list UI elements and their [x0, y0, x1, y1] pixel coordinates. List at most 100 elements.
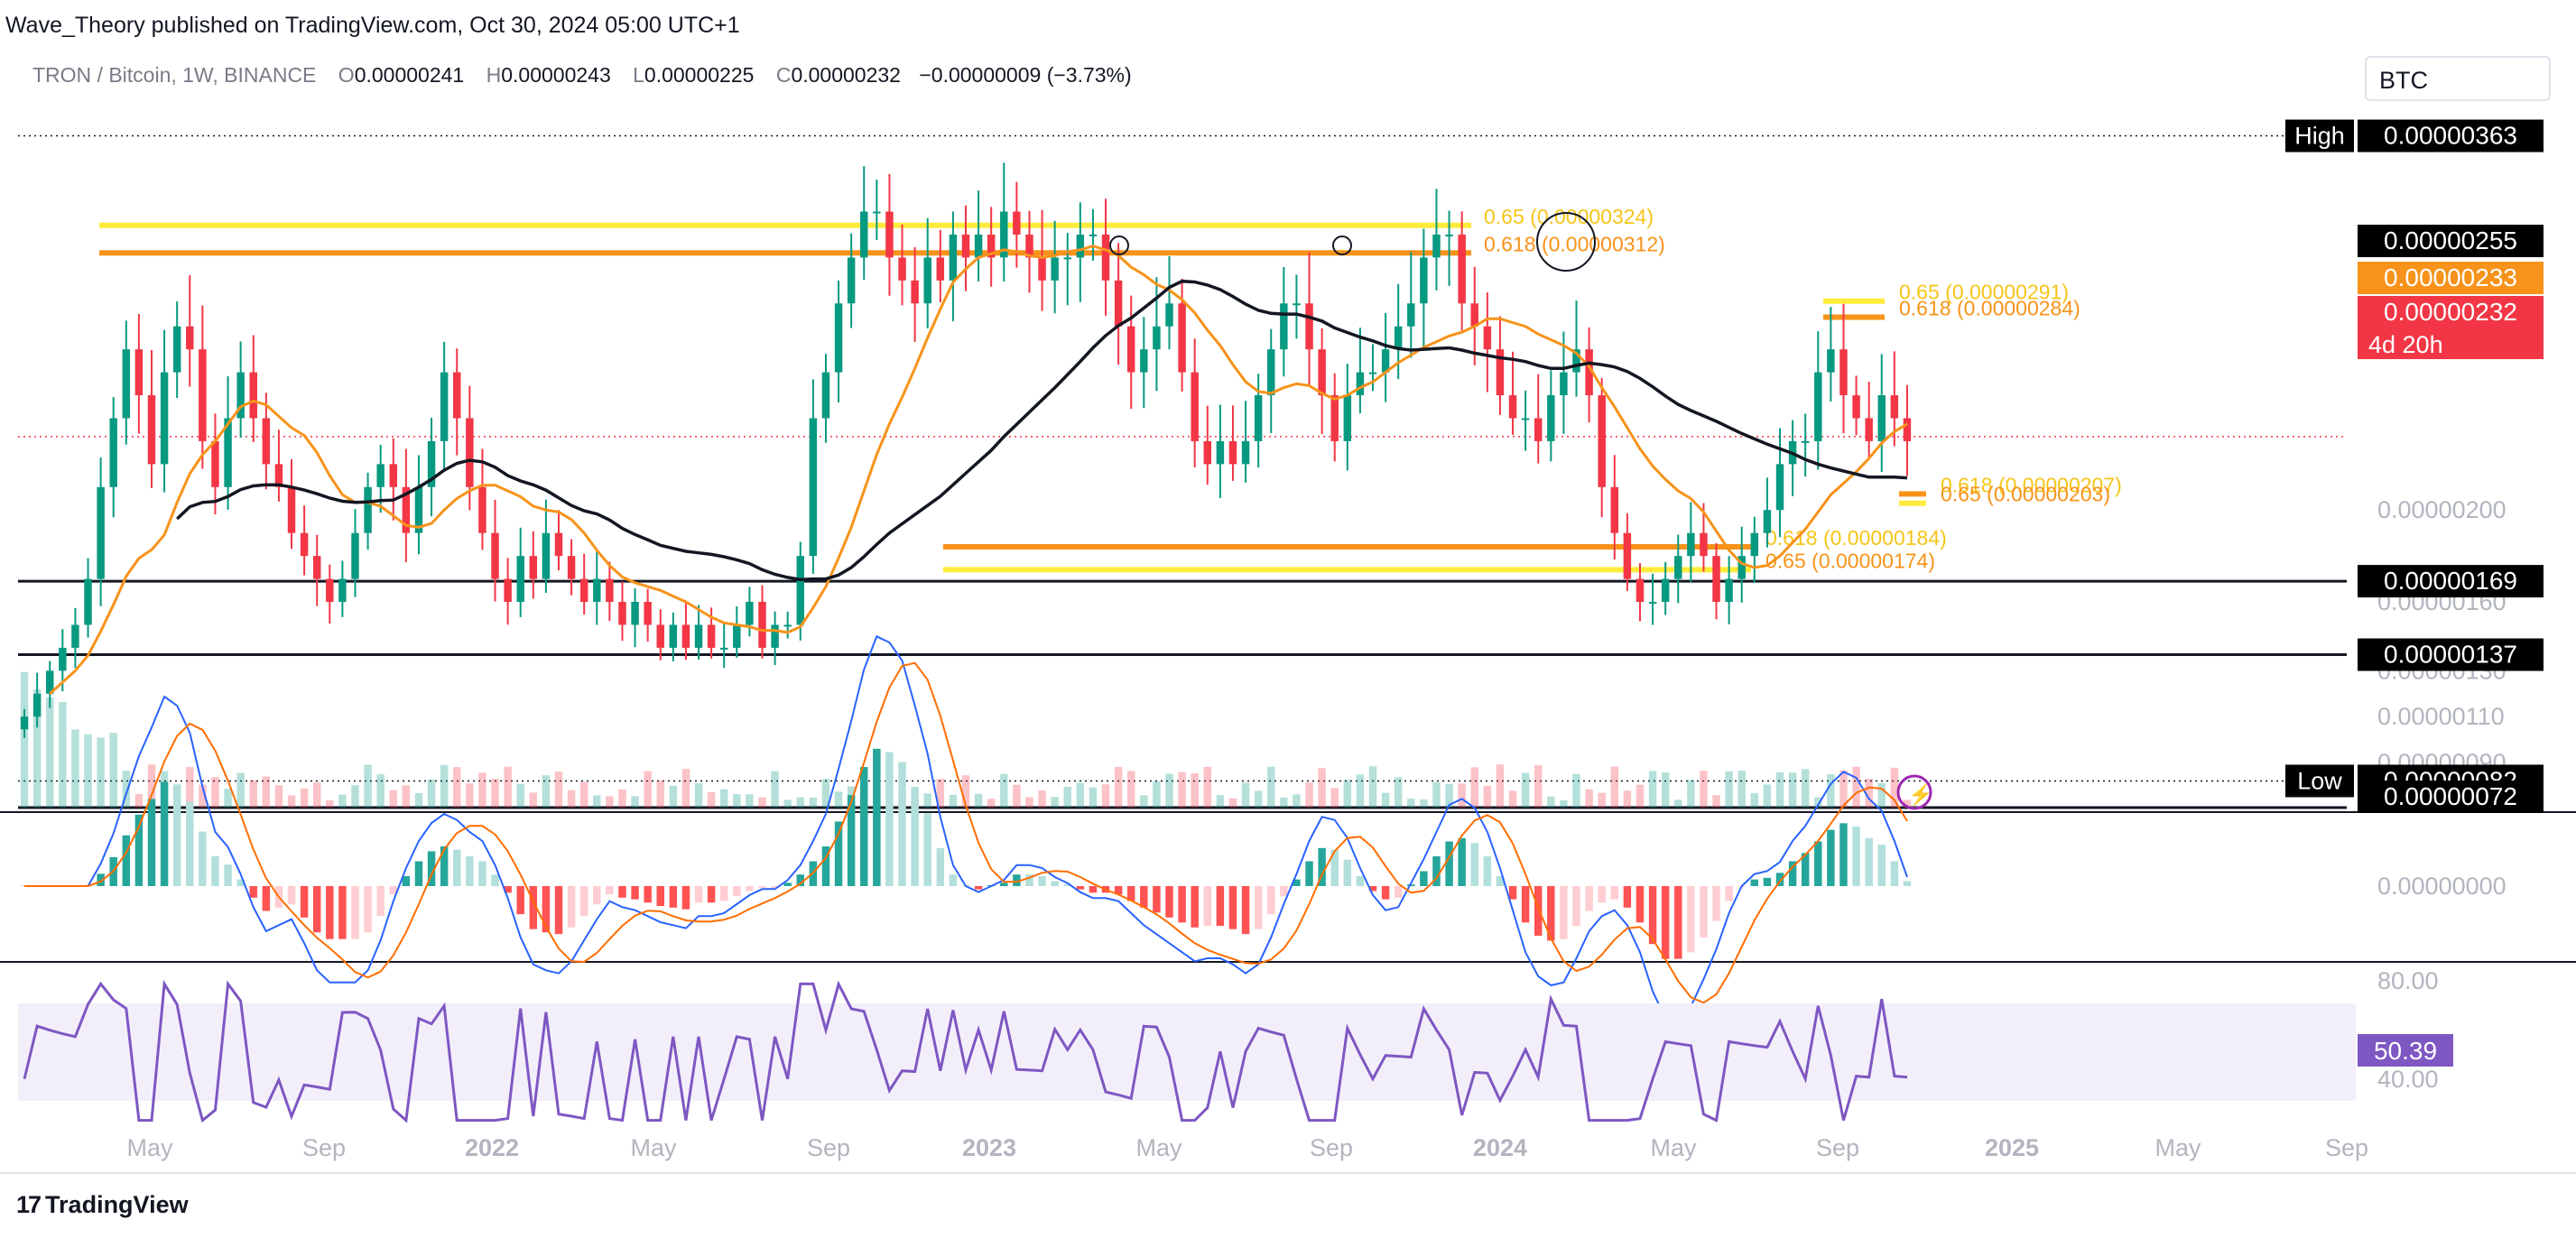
candle-body	[491, 532, 499, 579]
macd-histogram-bar	[122, 835, 131, 886]
candle-body	[1381, 349, 1390, 373]
price-tag-value: 0.00000072	[2384, 782, 2517, 810]
macd-histogram-bar	[1126, 886, 1135, 901]
volume-bar	[1547, 796, 1555, 808]
macd-histogram-bar	[821, 846, 830, 886]
macd-histogram-bar	[1330, 849, 1339, 886]
volume-bar	[504, 766, 512, 808]
macd-histogram-bar	[97, 873, 105, 886]
rsi-level-label: 40.00	[2377, 1066, 2439, 1093]
macd-histogram-bar	[338, 886, 347, 939]
macd-histogram-bar	[1381, 886, 1390, 900]
macd-histogram-bar	[491, 874, 499, 886]
macd-histogram-bar	[631, 886, 639, 900]
lightning-icon	[1896, 774, 1932, 810]
candle-body	[20, 716, 29, 730]
candle-body	[631, 602, 639, 625]
volume-bar	[1865, 778, 1873, 808]
macd-histogram-bar	[516, 886, 524, 915]
candle-body	[1420, 257, 1428, 304]
candle-body	[898, 257, 906, 281]
candle-body	[1687, 532, 1695, 557]
volume-bar	[606, 796, 614, 808]
volume-bar	[1572, 773, 1580, 808]
volume-bar	[1101, 784, 1110, 808]
candle-body	[1254, 395, 1263, 441]
macd-histogram-bar	[1827, 829, 1835, 886]
volume-bar	[1623, 790, 1632, 808]
volume-bar	[1140, 795, 1148, 808]
volume-bar	[1063, 786, 1071, 808]
candle-body	[1623, 532, 1632, 579]
macd-histogram-bar	[974, 886, 983, 890]
volume-bar	[796, 797, 805, 808]
volume-bar	[1788, 772, 1797, 808]
volume-bar	[402, 785, 411, 808]
candle-body	[1763, 510, 1772, 533]
fib-label: 0.618 (0.00000184)	[1765, 526, 1947, 550]
currency-button[interactable]: BTC	[2365, 56, 2551, 101]
candle-body	[1865, 418, 1873, 441]
macd-histogram-bar	[478, 861, 486, 886]
candle-body	[1063, 257, 1071, 260]
volume-bar	[1381, 792, 1390, 808]
volume-bar	[1763, 784, 1772, 808]
macd-histogram-bar	[1038, 876, 1046, 886]
volume-bar	[427, 779, 436, 808]
volume-bar	[746, 794, 754, 808]
x-tick-label: Sep	[302, 1134, 346, 1161]
macd-histogram-bar	[1674, 886, 1682, 959]
candles-group	[20, 162, 1912, 738]
macd-histogram-bar	[1635, 886, 1645, 923]
volume-bar	[949, 794, 958, 808]
macd-histogram-bar	[1585, 886, 1593, 911]
price-tag-value: 0.00000363	[2384, 122, 2517, 150]
macd-histogram-bar	[936, 847, 945, 886]
candle-body	[389, 464, 397, 487]
candle-body	[1737, 556, 1746, 579]
price-tag	[2358, 781, 2544, 813]
macd-histogram-bar	[1407, 884, 1415, 886]
price-tag	[2358, 296, 2544, 359]
candle-body	[1725, 578, 1733, 603]
candle-body	[733, 624, 741, 648]
candle-body	[1852, 395, 1860, 419]
candle-body	[618, 602, 626, 625]
macd-histogram-bar	[312, 886, 321, 933]
volume-bar	[376, 774, 385, 808]
candle-body	[402, 486, 411, 533]
macd-histogram-bar	[236, 879, 245, 886]
volume-bar	[834, 791, 843, 808]
macd-histogram-bar	[1063, 884, 1071, 886]
open-label: O	[338, 63, 355, 87]
volume-bar	[1293, 794, 1301, 808]
macd-histogram-bar	[172, 787, 181, 886]
candle-body	[949, 234, 958, 281]
macd-histogram-bar	[1013, 874, 1021, 886]
volume-bar	[71, 729, 79, 808]
low-label: L	[633, 63, 644, 87]
rsi-level-label: 80.00	[2377, 967, 2439, 994]
macd-histogram-bar	[1305, 861, 1313, 886]
macd-histogram-bar	[1700, 886, 1708, 938]
tradingview-footer[interactable]: 17 TradingView	[16, 1191, 189, 1219]
macd-histogram-bar	[1470, 843, 1478, 886]
candle-body	[1140, 349, 1148, 373]
macd-histogram-bar	[847, 795, 856, 886]
candle-body	[796, 556, 805, 625]
volume-bar	[1483, 785, 1492, 808]
candle-body	[771, 624, 779, 648]
rsi-band	[18, 1003, 2356, 1101]
candle-body	[211, 440, 219, 487]
x-tick-label: Sep	[1816, 1134, 1859, 1161]
macd-histogram-bar	[160, 781, 169, 886]
symbol-legend: TRON / Bitcoin, 1W, BINANCE O0.00000241 …	[32, 63, 1132, 88]
macd-zero-label: 0.00000000	[2377, 873, 2507, 900]
candle-body	[1827, 349, 1835, 373]
candle-body	[236, 372, 245, 419]
candle-body	[669, 624, 678, 648]
open-value: 0.00000241	[354, 63, 465, 87]
symbol-title[interactable]: TRON / Bitcoin, 1W, BINANCE	[32, 63, 317, 87]
high-label: H	[486, 63, 502, 87]
